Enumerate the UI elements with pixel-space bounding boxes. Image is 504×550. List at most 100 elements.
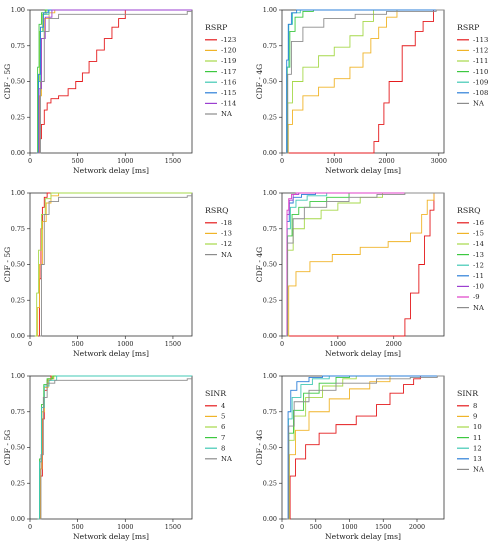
y-tick-label: 1.00 (11, 6, 25, 14)
series-line (285, 9, 444, 154)
x-axis-label: Network delay [ms] (73, 166, 149, 175)
y-tick-label: 0.00 (263, 332, 277, 340)
legend-entry-label: -108 (473, 89, 488, 97)
x-tick-label: 3000 (431, 157, 447, 165)
series-line (37, 375, 192, 520)
y-tick-label: 0.25 (263, 113, 277, 121)
series-line (286, 375, 444, 520)
legend-entry-label: -9 (473, 293, 480, 301)
y-tick-label: 0.75 (263, 225, 277, 233)
y-tick-label: 0.00 (11, 149, 25, 157)
chart-panel: 0 1000 2000 0.00 0.25 0.50 0.75 1.00 Network del… (252, 183, 504, 366)
legend-entry-label: -18 (221, 219, 232, 227)
y-tick-label: 1.00 (11, 189, 25, 197)
legend-entry-label: -15 (473, 230, 484, 238)
legend-entry-label: 8 (221, 444, 225, 452)
y-tick-label: 0.25 (11, 296, 25, 304)
x-tick-label: 1000 (117, 340, 133, 348)
legend-entry-label: -12 (221, 240, 232, 248)
x-tick-label: 2000 (378, 157, 394, 165)
y-axis-label: CDF - 5G (3, 64, 12, 99)
x-tick-label: 1000 (117, 523, 133, 531)
x-tick-label: 500 (72, 340, 84, 348)
plot-frame (29, 375, 193, 520)
legend-entry-label: -112 (473, 47, 488, 55)
x-tick-label: 1500 (165, 523, 181, 531)
legend-entry-label: 10 (473, 423, 482, 431)
series-line (287, 9, 444, 154)
series-line (37, 9, 192, 154)
y-tick-label: 0.75 (11, 225, 25, 233)
series-line (39, 195, 192, 337)
x-axis-label: Network delay [ms] (325, 349, 401, 358)
chart-svg: 0 500 1000 1500 0.00 0.25 0.50 0.75 1.00 Network … (3, 6, 236, 175)
legend-entry-label: -13 (221, 230, 232, 238)
chart-svg: 0 500 1000 1500 0.00 0.25 0.50 0.75 1.00 Network … (3, 189, 232, 358)
y-tick-label: 1.00 (11, 372, 25, 380)
legend-entry-label: -117 (221, 68, 236, 76)
series-line (37, 10, 192, 154)
plot-frame (29, 192, 193, 337)
series-line (38, 9, 192, 154)
legend-title: RSRP (205, 23, 227, 32)
y-tick-label: 0.50 (263, 261, 277, 269)
series-line (38, 378, 192, 520)
legend-entry-label: -114 (221, 100, 236, 108)
legend-entry-label: -120 (221, 47, 236, 55)
legend-title: SINR (457, 389, 479, 398)
series-line (36, 9, 192, 154)
series-line (286, 375, 444, 520)
series-line (285, 192, 444, 337)
x-tick-label: 0 (280, 157, 284, 165)
legend-entry-label: -16 (473, 219, 484, 227)
x-tick-label: 1000 (330, 340, 346, 348)
series-line (37, 375, 192, 520)
x-tick-label: 1000 (326, 157, 342, 165)
chart-panel: 0 1000 2000 3000 0.00 0.25 0.50 0.75 1.00 Network… (252, 0, 504, 183)
legend-entry-label: NA (221, 455, 232, 463)
legend-entry-label: 11 (473, 434, 482, 442)
series-line (38, 375, 192, 520)
chart-panel: 0 500 1000 1500 0.00 0.25 0.50 0.75 1.00 Network … (0, 0, 252, 183)
legend-title: RSRQ (457, 206, 480, 215)
x-tick-label: 1000 (117, 157, 133, 165)
legend-entry-label: -116 (221, 78, 236, 86)
x-tick-label: 500 (72, 523, 84, 531)
legend-entry-label: -13 (473, 251, 484, 259)
y-tick-label: 1.00 (263, 372, 277, 380)
x-tick-label: 500 (310, 523, 322, 531)
x-tick-label: 0 (280, 340, 284, 348)
x-tick-label: 500 (72, 157, 84, 165)
x-tick-label: 0 (28, 340, 32, 348)
y-tick-label: 1.00 (263, 6, 277, 14)
series-line (285, 9, 444, 154)
legend-entry-label: 7 (221, 434, 225, 442)
chart-panel: 0 500 1000 1500 0.00 0.25 0.50 0.75 1.00 Network … (0, 366, 252, 549)
x-axis-label: Network delay [ms] (325, 166, 401, 175)
series-line (285, 9, 444, 154)
y-tick-label: 0.75 (11, 408, 25, 416)
legend-entry-label: -119 (221, 57, 236, 65)
chart-svg: 0 1000 2000 3000 0.00 0.25 0.50 0.75 1.00 Network… (255, 6, 488, 175)
series-line (36, 9, 192, 154)
series-line (285, 192, 444, 337)
series-line (34, 192, 192, 337)
legend-entry-label: 12 (473, 444, 482, 452)
legend-entry-label: NA (473, 304, 484, 312)
x-axis-label: Network delay [ms] (325, 532, 401, 541)
legend-entry-label: NA (473, 100, 484, 108)
series-line (38, 192, 192, 337)
legend-entry-label: NA (221, 110, 232, 118)
legend-entry-label: -113 (473, 36, 488, 44)
y-tick-label: 0.25 (263, 296, 277, 304)
legend-entry-label: -110 (473, 68, 488, 76)
series-line (38, 375, 192, 520)
plot-frame (29, 9, 193, 154)
chart-panel: 0 500 1000 1500 2000 0.00 0.25 0.50 0.75 1.00 Netw… (252, 366, 504, 549)
y-tick-label: 0.75 (263, 408, 277, 416)
x-tick-label: 1500 (375, 523, 391, 531)
y-tick-label: 0.25 (11, 113, 25, 121)
legend-entry-label: -10 (473, 283, 484, 291)
y-tick-label: 0.00 (11, 515, 25, 523)
series-line (286, 375, 444, 520)
